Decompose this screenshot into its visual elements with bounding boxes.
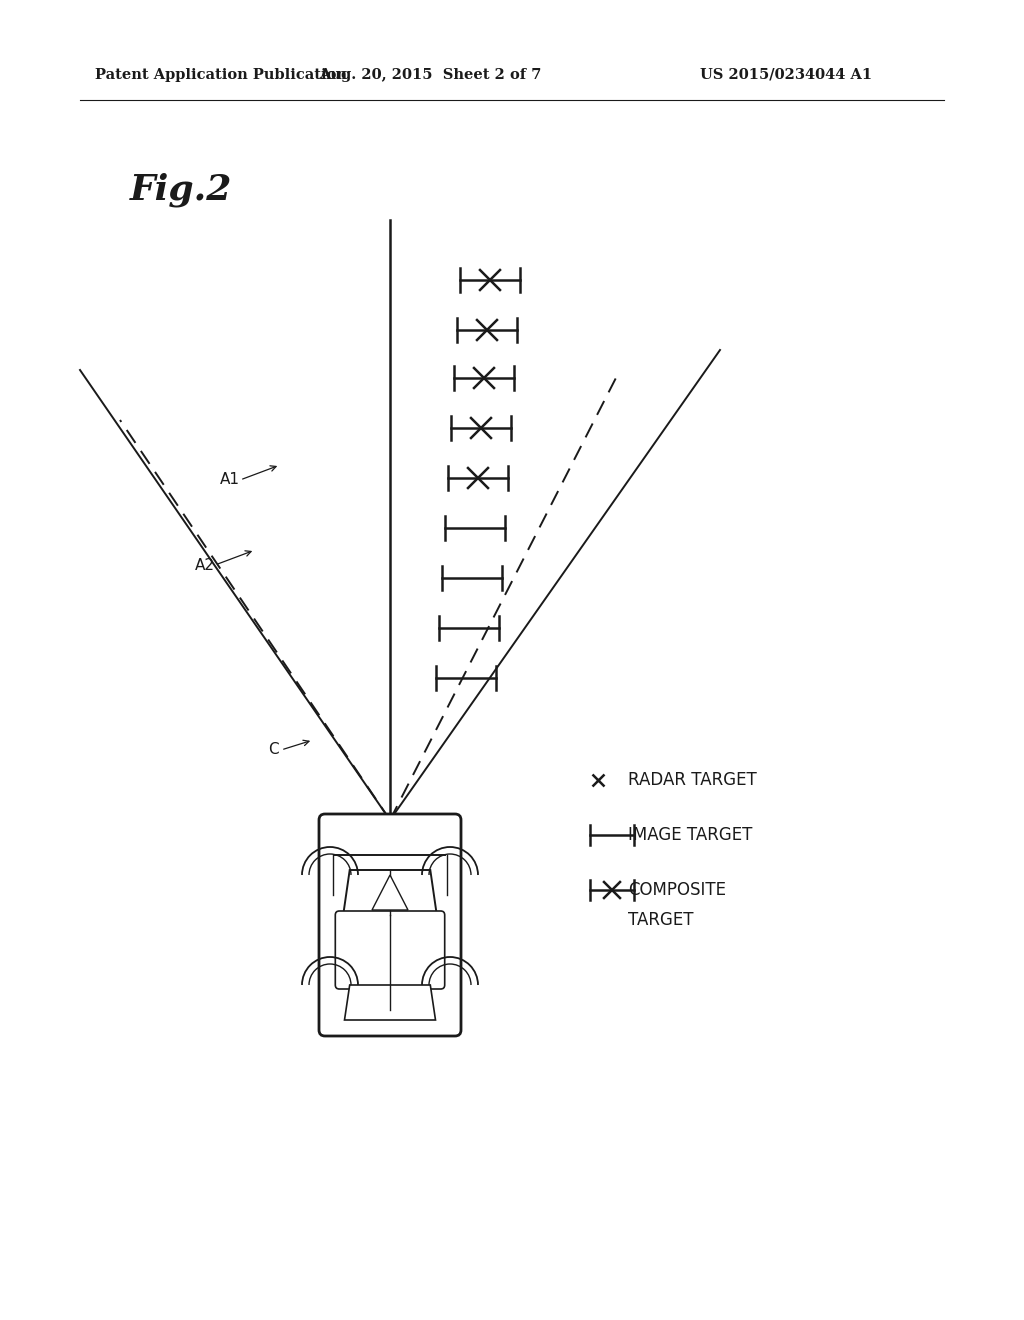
- Text: A1: A1: [220, 473, 240, 487]
- Text: RADAR TARGET: RADAR TARGET: [628, 771, 757, 789]
- Text: Aug. 20, 2015  Sheet 2 of 7: Aug. 20, 2015 Sheet 2 of 7: [318, 69, 542, 82]
- Text: Patent Application Publication: Patent Application Publication: [95, 69, 347, 82]
- Text: C: C: [268, 742, 279, 758]
- Text: COMPOSITE: COMPOSITE: [628, 880, 726, 899]
- Text: A2: A2: [195, 557, 215, 573]
- Text: TARGET: TARGET: [628, 911, 693, 929]
- Text: IMAGE TARGET: IMAGE TARGET: [628, 826, 753, 843]
- FancyBboxPatch shape: [335, 911, 444, 989]
- Text: US 2015/0234044 A1: US 2015/0234044 A1: [700, 69, 872, 82]
- Polygon shape: [372, 875, 408, 909]
- Text: Fig.2: Fig.2: [130, 173, 232, 207]
- Polygon shape: [343, 870, 437, 915]
- Polygon shape: [344, 985, 435, 1020]
- FancyBboxPatch shape: [319, 814, 461, 1036]
